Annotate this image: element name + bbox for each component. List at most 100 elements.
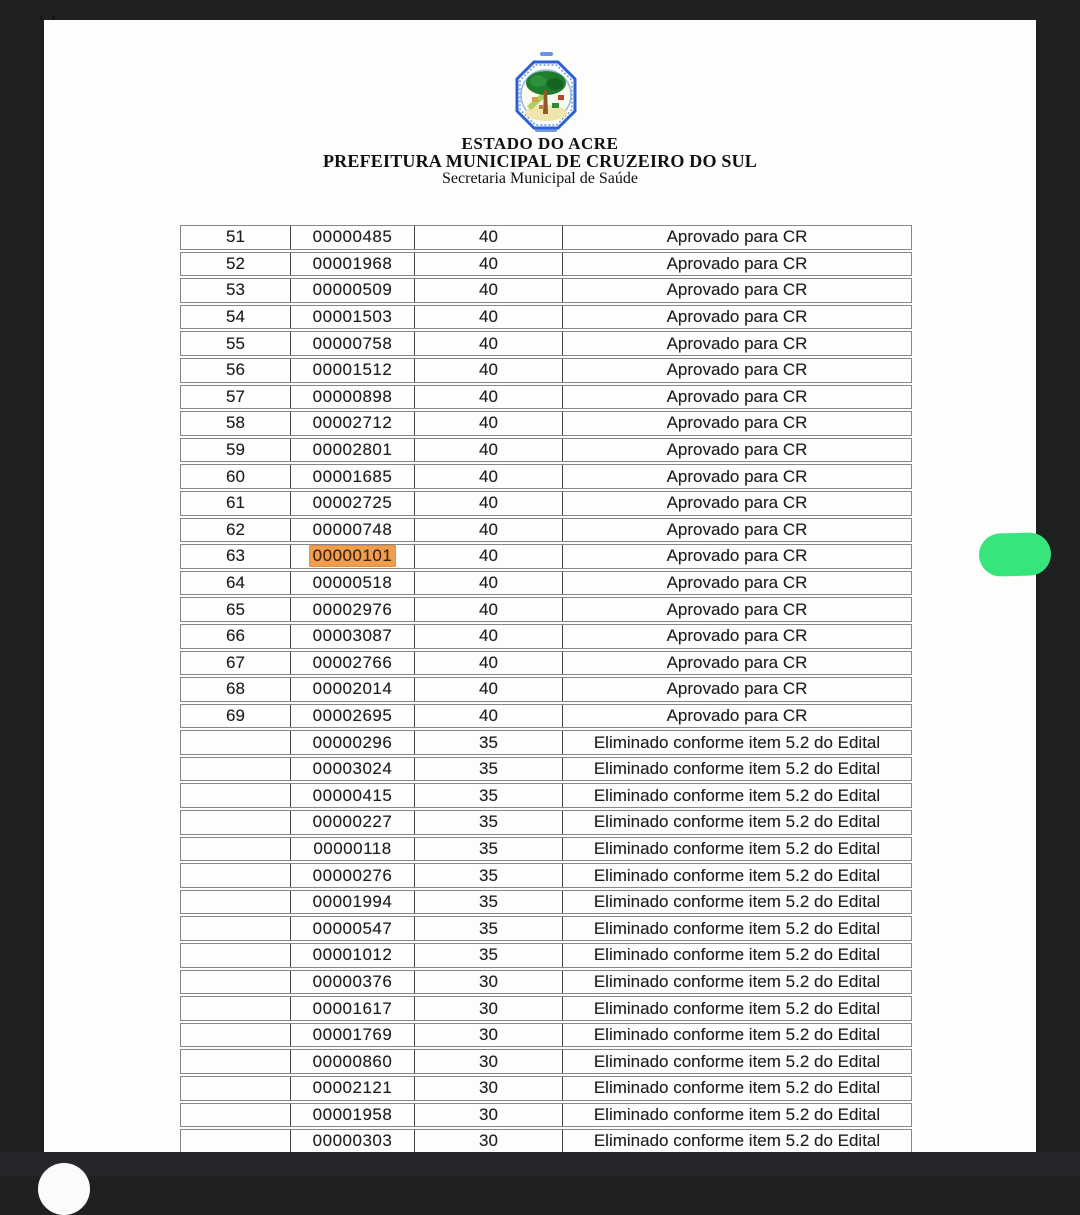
- cell-inscription-code: 00000296: [291, 731, 415, 754]
- cell-inscription-code: 00002712: [291, 412, 415, 435]
- cell-inscription-code: 00000376: [291, 970, 415, 994]
- cell-score: 30: [415, 1050, 563, 1073]
- cell-position: [181, 784, 291, 808]
- table-row: 62 00000748 40 Aprovado para CR: [180, 517, 912, 543]
- inscription-code: 00000898: [312, 386, 393, 406]
- cell-inscription-code: 00001512: [291, 358, 415, 382]
- table-row: 69 00002695 40 Aprovado para CR: [180, 703, 912, 729]
- cell-score: 30: [415, 1077, 563, 1100]
- cell-status: Aprovado para CR: [666, 360, 808, 380]
- cell-inscription-code: 00002801: [291, 438, 415, 462]
- cell-score: 40: [415, 651, 563, 675]
- table-row: 66 00003087 40 Aprovado para CR: [180, 623, 912, 649]
- cell-position: [181, 917, 291, 941]
- table-row: 57 00000898 40 Aprovado para CR: [180, 384, 912, 410]
- cell-score: 40: [415, 305, 563, 329]
- inscription-code: 00000518: [312, 573, 393, 593]
- cell-position: [181, 837, 291, 861]
- cell-inscription-code: 00000303: [291, 1130, 415, 1153]
- cell-position: 60: [181, 465, 291, 488]
- cell-status: Eliminado conforme item 5.2 do Edital: [593, 998, 881, 1018]
- cell-inscription-code: 00000485: [291, 226, 415, 249]
- inscription-code: 00001012: [312, 945, 393, 965]
- cell-inscription-code: 00001012: [291, 944, 415, 967]
- cell-position: 53: [181, 279, 291, 302]
- inscription-code: 00000547: [312, 918, 393, 938]
- cell-status: Eliminado conforme item 5.2 do Edital: [593, 1131, 881, 1151]
- inscription-code: 00001512: [312, 360, 393, 380]
- cell-position: [181, 997, 291, 1020]
- cell-status: Aprovado para CR: [666, 227, 808, 247]
- cell-score: 40: [415, 279, 563, 302]
- cell-position: 63: [181, 545, 291, 568]
- cell-score: 40: [415, 624, 563, 648]
- cell-score: 40: [415, 465, 563, 488]
- cell-inscription-code: 00002766: [291, 651, 415, 675]
- cell-status: Eliminado conforme item 5.2 do Edital: [593, 732, 881, 752]
- cell-status: Aprovado para CR: [666, 652, 808, 672]
- inscription-code: 00000303: [312, 1131, 393, 1151]
- table-row: 52 00001968 40 Aprovado para CR: [180, 251, 912, 277]
- cell-score: 40: [415, 518, 563, 542]
- cell-inscription-code: 00002695: [291, 704, 415, 728]
- document-page: ESTADO DO ACRE PREFEITURA MUNICIPAL DE C…: [44, 20, 1052, 1156]
- cell-status: Aprovado para CR: [666, 413, 808, 433]
- cell-position: 58: [181, 412, 291, 435]
- cell-inscription-code: 00000101: [291, 545, 415, 568]
- cell-position: 59: [181, 438, 291, 462]
- cell-position: 56: [181, 358, 291, 382]
- cell-score: 40: [415, 332, 563, 355]
- table-row: 00002121 30 Eliminado conforme item 5.2 …: [180, 1076, 912, 1101]
- table-row: 63 00000101 40 Aprovado para CR: [180, 544, 912, 569]
- table-row: 00001958 30 Eliminado conforme item 5.2 …: [180, 1102, 912, 1128]
- cell-inscription-code: 00002976: [291, 598, 415, 621]
- cell-inscription-code: 00001617: [291, 997, 415, 1020]
- floating-button[interactable]: [38, 1163, 90, 1215]
- cell-score: 35: [415, 837, 563, 861]
- cell-inscription-code: 00000547: [291, 917, 415, 941]
- cell-position: 67: [181, 651, 291, 675]
- inscription-code: 00002121: [312, 1078, 393, 1098]
- table-row: 00000227 35 Eliminado conforme item 5.2 …: [180, 810, 912, 835]
- cell-status: Eliminado conforme item 5.2 do Edital: [593, 812, 881, 832]
- inscription-code: 00000376: [312, 971, 393, 991]
- cell-score: 30: [415, 997, 563, 1020]
- cell-inscription-code: 00001968: [291, 252, 415, 276]
- cell-score: 35: [415, 757, 563, 781]
- cell-status: Eliminado conforme item 5.2 do Edital: [593, 865, 881, 885]
- results-table: 51 00000485 40 Aprovado para CR 52 00001…: [180, 225, 912, 1156]
- cell-status: Aprovado para CR: [666, 626, 808, 646]
- org-name-municipality: PREFEITURA MUNICIPAL DE CRUZEIRO DO SUL: [322, 151, 758, 171]
- inscription-code: 00000860: [312, 1051, 393, 1071]
- cell-inscription-code: 00000509: [291, 279, 415, 302]
- cell-status: Aprovado para CR: [666, 333, 808, 353]
- inscription-code: 00002695: [312, 705, 393, 725]
- inscription-code: 00000758: [312, 333, 393, 353]
- table-row: 00001769 30 Eliminado conforme item 5.2 …: [180, 1022, 912, 1048]
- cell-score: 40: [415, 678, 563, 701]
- inscription-code: 00001769: [312, 1025, 393, 1045]
- table-row: 00000376 30 Eliminado conforme item 5.2 …: [180, 969, 912, 995]
- cell-position: [181, 1077, 291, 1100]
- cell-inscription-code: 00000227: [291, 811, 415, 834]
- cell-position: [181, 731, 291, 754]
- cell-position: [181, 1103, 291, 1127]
- table-row: 00003024 35 Eliminado conforme item 5.2 …: [180, 756, 912, 782]
- cell-score: 40: [415, 385, 563, 409]
- cell-position: [181, 1130, 291, 1153]
- cell-score: 30: [415, 1103, 563, 1127]
- table-row: 53 00000509 40 Aprovado para CR: [180, 278, 912, 303]
- cell-position: 69: [181, 704, 291, 728]
- cell-status: Eliminado conforme item 5.2 do Edital: [593, 892, 881, 912]
- inscription-code: 00001968: [312, 253, 393, 273]
- inscription-code: 00000485: [312, 227, 393, 247]
- cell-score: 30: [415, 1130, 563, 1153]
- cell-score: 35: [415, 864, 563, 887]
- cell-inscription-code: 00001958: [291, 1103, 415, 1127]
- highlighted-code: 00000101: [309, 546, 396, 567]
- inscription-code: 00001958: [312, 1104, 393, 1124]
- cell-position: [181, 757, 291, 781]
- cell-position: [181, 970, 291, 994]
- bottom-bar: [0, 1152, 1080, 1215]
- table-row: 00001994 35 Eliminado conforme item 5.2 …: [180, 889, 912, 915]
